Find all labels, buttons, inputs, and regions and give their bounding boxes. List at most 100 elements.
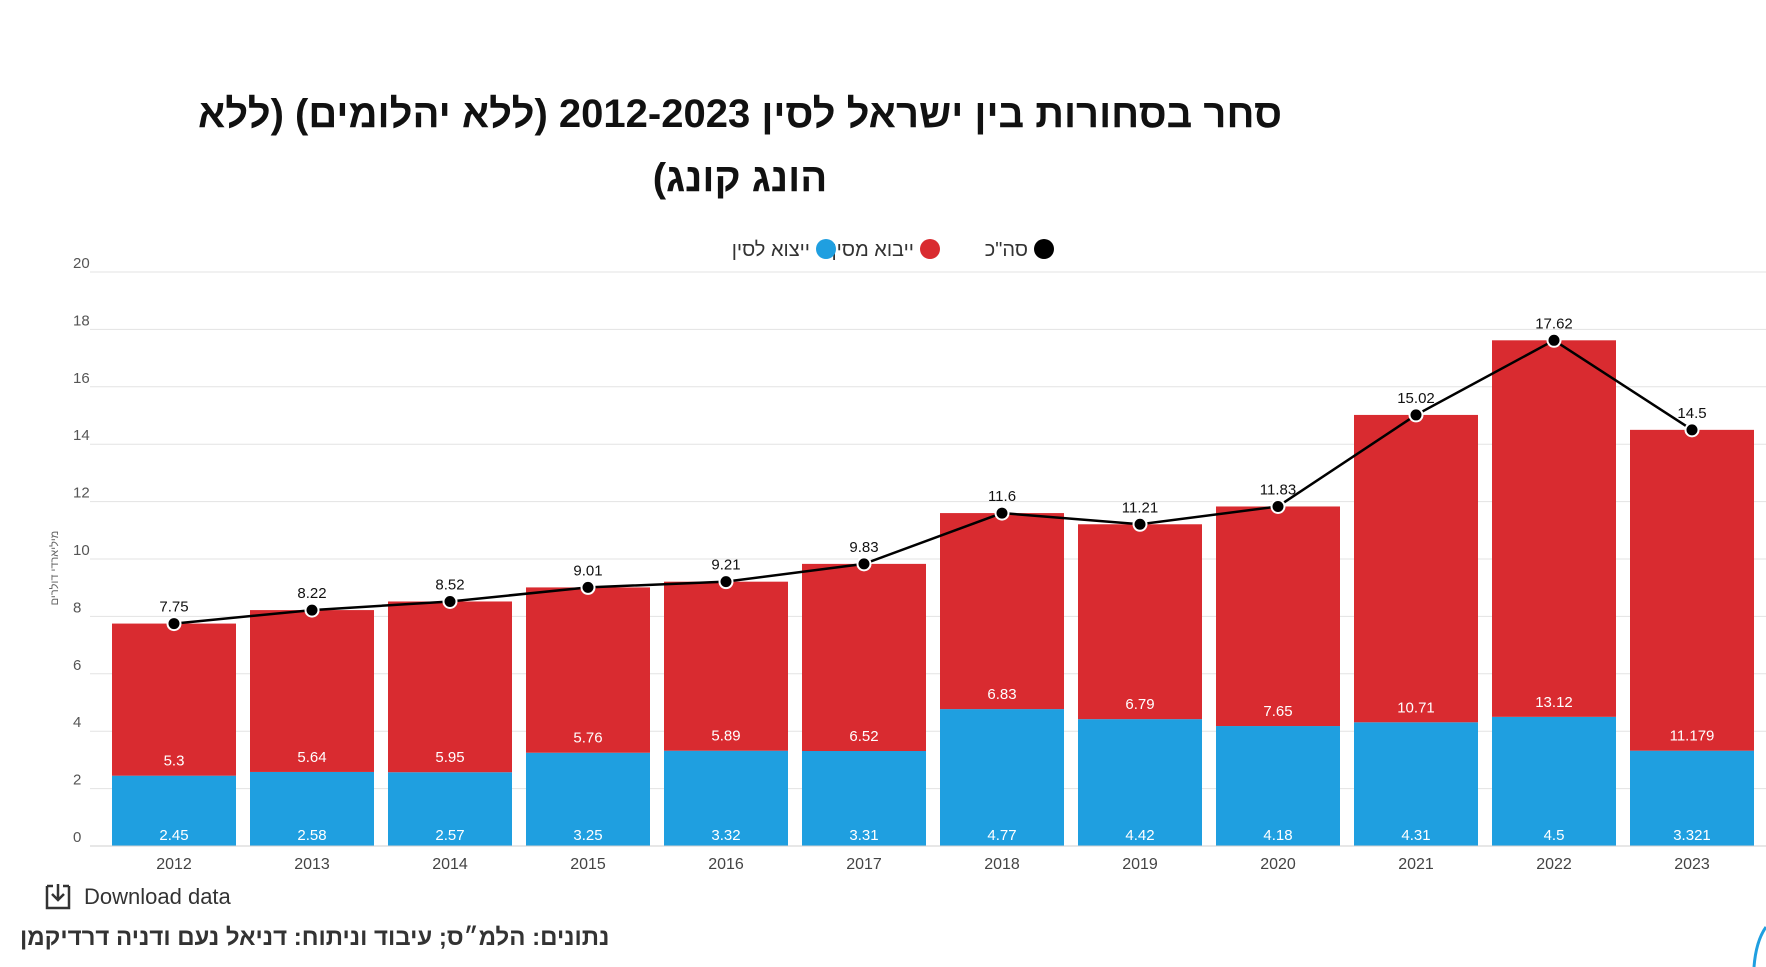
bar-data-label: 6.52 (849, 728, 878, 745)
bar-data-label: 5.3 (164, 753, 185, 770)
total-point (856, 556, 872, 572)
y-tick-label: 10 (73, 542, 90, 559)
bar-segment (526, 587, 650, 753)
bar-data-label: 3.25 (573, 827, 602, 844)
total-point (1132, 516, 1148, 532)
bar-segment (250, 771, 374, 846)
x-tick-label: 2012 (156, 856, 192, 873)
bar-data-label: 2.45 (159, 827, 188, 844)
x-tick-label: 2018 (984, 856, 1020, 873)
total-data-label: 8.22 (297, 585, 326, 602)
x-tick-label: 2022 (1536, 856, 1572, 873)
source-note: נתונים: הלמ״ס; עיבוד וניתוח: דניאל נעם ו… (20, 924, 610, 951)
bar-segment (112, 775, 236, 846)
total-data-label: 8.52 (435, 576, 464, 593)
bar-segment (940, 709, 1064, 846)
y-tick-label: 8 (73, 599, 81, 616)
y-tick-label: 0 (73, 829, 81, 846)
total-point (1546, 332, 1562, 348)
bar-segment (1492, 716, 1616, 846)
total-point (1408, 407, 1424, 423)
legend-item[interactable]: ייבוא מסין (831, 239, 940, 261)
bars (112, 340, 1754, 846)
bar-segment (802, 751, 926, 846)
total-line: 7.75 8.22 8.52 9.01 9.21 9.83 11.6 11.21 11.83 15… (159, 315, 1707, 632)
y-axis-label: מיליארדי דולרים (48, 531, 61, 606)
download-data-button[interactable]: Download data (44, 882, 231, 912)
bar-data-label: 13.12 (1535, 694, 1573, 711)
total-data-label: 9.83 (849, 539, 878, 556)
bar-segment (388, 601, 512, 773)
bar-data-label: 11.179 (1670, 728, 1715, 745)
legend-marker (1034, 239, 1054, 259)
x-tick-label: 2019 (1122, 856, 1158, 873)
legend-marker (920, 239, 940, 259)
total-point (580, 579, 596, 595)
x-tick-label: 2023 (1674, 856, 1710, 873)
total-point (166, 616, 182, 632)
x-tick-label: 2015 (570, 856, 606, 873)
legend-marker (816, 239, 836, 259)
download-icon (44, 882, 72, 912)
bar-data-label: 3.321 (1673, 827, 1711, 844)
total-line-path (173, 338, 1693, 625)
y-tick-label: 12 (73, 485, 90, 502)
total-point (994, 505, 1010, 521)
bar-data-label: 6.83 (987, 686, 1016, 703)
total-data-label: 15.02 (1397, 390, 1435, 407)
y-tick-label: 16 (73, 370, 90, 387)
x-tick-label: 2013 (294, 856, 330, 873)
bar-data-label: 3.31 (849, 827, 878, 844)
bar-data-label: 7.65 (1263, 703, 1292, 720)
bar-data-label: 2.58 (297, 827, 326, 844)
x-tick-label: 2016 (708, 856, 744, 873)
bar-data-label: 5.64 (297, 749, 326, 766)
y-axis: 0 2 4 6 8 10 12 14 16 18 20 מיליארדי דולרים (48, 255, 90, 846)
chart-title: סחר בסחורות בין ישראל לסין 2012-2023 (לל… (197, 92, 1282, 200)
total-data-label: 7.75 (159, 599, 188, 616)
bar-segment (1630, 750, 1754, 846)
bar-data-label: 4.31 (1401, 827, 1430, 844)
x-tick-label: 2021 (1398, 856, 1434, 873)
bar-data-label: 2.57 (435, 827, 464, 844)
bar-data-label: 4.5 (1544, 827, 1565, 844)
legend-item[interactable]: סה"כ (985, 239, 1054, 261)
bar-segment (388, 772, 512, 846)
total-point (1684, 422, 1700, 438)
bar-segment (1354, 414, 1478, 723)
y-tick-label: 20 (73, 255, 90, 272)
legend-label: ייצוא לסין (732, 239, 810, 261)
bar-segment (940, 513, 1064, 710)
bar-segment (1216, 726, 1340, 846)
total-data-label: 11.83 (1260, 481, 1296, 498)
y-tick-label: 18 (73, 312, 90, 329)
y-tick-label: 2 (73, 772, 81, 789)
bar-segment (664, 750, 788, 846)
bar-segment (1354, 722, 1478, 846)
bar-segment (1078, 524, 1202, 720)
bar-segment (1216, 506, 1340, 727)
bar-data-label: 5.76 (573, 730, 602, 747)
total-data-label: 11.6 (988, 488, 1016, 505)
bar-data-label: 4.42 (1125, 827, 1154, 844)
bar-segment (664, 581, 788, 751)
legend-item[interactable]: ייצוא לסין (732, 239, 836, 261)
x-tick-label: 2020 (1260, 856, 1296, 873)
bar-data-label: 5.89 (711, 728, 740, 745)
bar-data-label: 6.79 (1125, 696, 1154, 713)
bar-data-label: 4.18 (1263, 827, 1292, 844)
total-point (718, 574, 734, 590)
stacked-bar-chart: סה"כ ייבוא מסין ייצוא לסין 0 2 4 6 8 10 12 14 16 18… (48, 239, 1766, 873)
bar-data-label: 4.77 (987, 827, 1016, 844)
legend[interactable]: סה"כ ייבוא מסין ייצוא לסין (732, 239, 1054, 261)
y-tick-label: 6 (73, 657, 81, 674)
total-data-label: 14.5 (1677, 405, 1706, 422)
bar-segment (250, 610, 374, 772)
legend-label: ייבוא מסין (831, 239, 914, 261)
total-point (442, 593, 458, 609)
bar-segment (802, 563, 926, 752)
x-tick-label: 2014 (432, 856, 468, 873)
bar-data-label: 5.95 (435, 749, 464, 766)
bar-segment (112, 623, 236, 776)
y-tick-label: 4 (73, 714, 81, 731)
